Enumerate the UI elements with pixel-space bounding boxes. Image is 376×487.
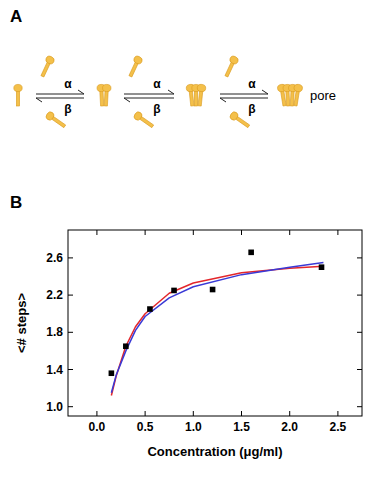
monomer-head [14,84,22,91]
monomer [291,84,303,107]
forward-arrow [220,90,268,94]
monomer [195,84,206,106]
y-tick [357,257,362,258]
monomer [102,84,112,106]
y-tick [68,369,73,370]
y-tick [68,257,73,258]
y-tick-label: 2.6 [46,251,63,265]
x-axis-title: Concentration (μg/ml) [147,444,282,459]
monomer [223,55,240,78]
y-tick [68,295,73,296]
y-tick [357,332,362,333]
x-tick [96,411,97,416]
x-tick [96,230,97,235]
y-tick [357,295,362,296]
x-tick [145,230,146,235]
x-tick-label: 1.5 [233,420,250,434]
monomer-head [133,55,144,65]
panel-label: A [10,7,22,26]
plot-frame [68,230,362,416]
oligomer [14,84,22,106]
y-tick-label: 1.0 [46,400,63,414]
data-point [147,306,153,312]
y-tick [357,369,362,370]
figure: AαβαβαβporeB0.00.51.01.52.02.51.01.41.82… [0,0,376,487]
backward-arrow [124,98,174,102]
oligomer [277,84,303,107]
equilibrium-arrow [124,90,174,102]
x-tick [145,411,146,416]
y-tick [357,406,362,407]
product-label: pore [310,88,336,103]
x-tick [289,230,290,235]
fit-curve [111,263,323,393]
backward-arrow [36,98,84,102]
plot-area [109,250,325,396]
y-tick [68,406,73,407]
forward-arrow [36,90,84,94]
x-tick [289,411,290,416]
monomer [133,110,156,129]
fit-curve [111,266,323,395]
x-tick [337,230,338,235]
y-tick-label: 2.2 [46,288,63,302]
backward-rate: β [248,102,255,116]
monomer-head [197,84,206,92]
forward-rate: α [64,77,72,91]
monomer-head [229,110,240,121]
x-tick-label: 1.0 [185,420,202,434]
data-point [210,287,216,293]
monomer-head [294,84,303,92]
forward-arrow [124,90,174,94]
forward-rate: α [248,77,256,91]
backward-arrow [220,98,268,102]
equilibrium-arrow [36,90,84,102]
forward-rate: α [153,77,161,91]
x-tick-label: 2.0 [281,420,298,434]
monomer-head [133,110,144,121]
data-point [109,370,115,376]
x-tick-label: 0.5 [137,420,154,434]
monomer-head [45,55,56,65]
y-tick [68,332,73,333]
backward-rate: β [64,102,71,116]
x-tick-label: 2.5 [330,420,347,434]
panel-label: B [10,193,22,212]
y-tick-label: 1.4 [46,363,63,377]
x-tick [241,411,242,416]
y-axis-title: <# steps> [14,293,29,353]
equilibrium-arrow [220,90,268,102]
monomer-head [102,84,111,92]
monomer [127,55,144,78]
data-point [248,250,254,256]
monomer-head [45,110,56,121]
x-tick [241,230,242,235]
data-point [171,288,177,294]
x-tick [193,411,194,416]
data-point [319,264,325,270]
oligomer [186,84,206,106]
oligomer [97,84,111,106]
data-point [123,343,129,349]
monomer [14,84,22,106]
x-tick [337,411,338,416]
monomer-head [229,55,240,65]
x-tick-label: 0.0 [89,420,106,434]
y-tick-label: 1.8 [46,325,63,339]
x-tick [193,230,194,235]
backward-rate: β [153,102,160,116]
monomer [39,55,56,78]
